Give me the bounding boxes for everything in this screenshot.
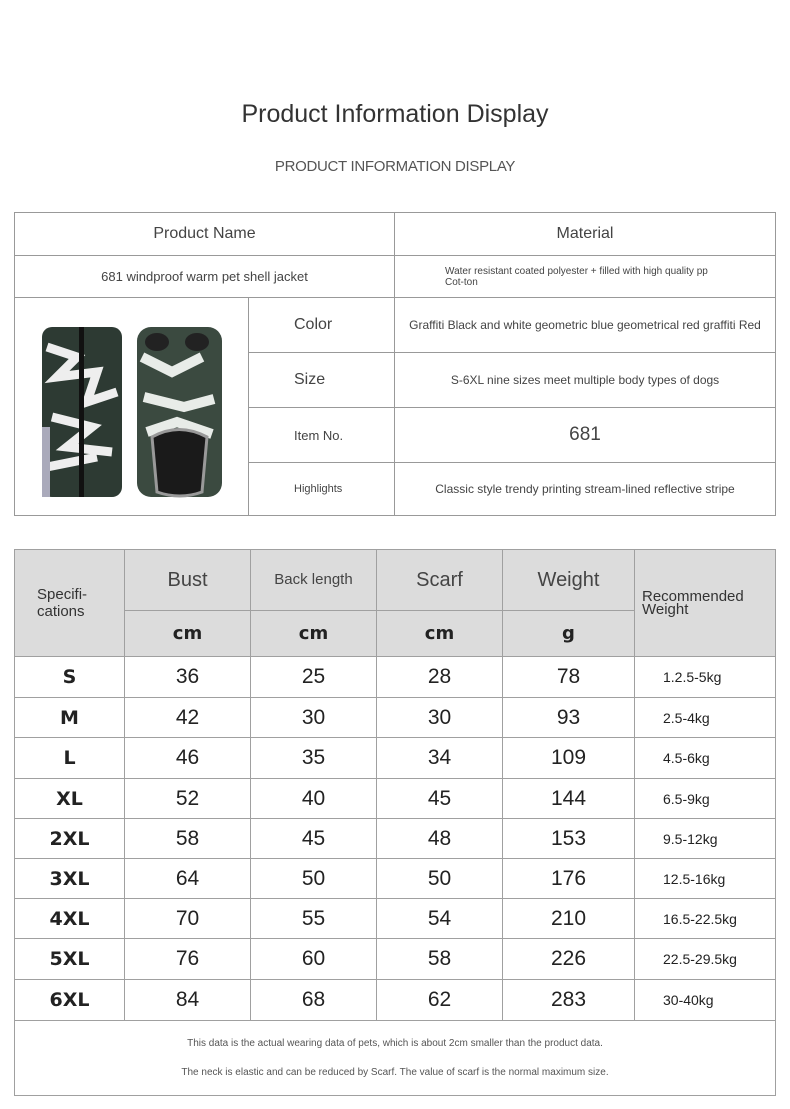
header-specifications: Specifi-cations [14,549,125,657]
note: This data is the actual wearing data of … [187,1038,603,1049]
table-cell: 45 [250,818,377,859]
table-cell: 34 [376,737,503,779]
table-cell: 30 [250,697,377,738]
header-col: Weight [502,549,635,611]
table-cell: 50 [250,858,377,899]
size-label: L [14,737,125,779]
product-name-header: Product Name [14,212,395,256]
table-cell: 22.5-29.5kg [634,938,776,980]
unit-cell: g [502,610,635,657]
table-cell: 40 [250,778,377,819]
table-cell: 42 [124,697,251,738]
table-cell: 4.5-6kg [634,737,776,779]
size-label: 4XL [14,898,125,939]
table-cell: 109 [502,737,635,779]
table-cell: 144 [502,778,635,819]
table-cell: 153 [502,818,635,859]
table-notes: This data is the actual wearing data of … [14,1020,776,1096]
size-label: 6XL [14,979,125,1021]
size-label: 5XL [14,938,125,980]
table-cell: 62 [376,979,503,1021]
product-image [14,297,249,516]
page-title: Product Information Display [241,100,549,128]
table-cell: 78 [502,656,635,698]
table-cell: 210 [502,898,635,939]
table-cell: 93 [502,697,635,738]
table-cell: 58 [376,938,503,980]
size-label: XL [14,778,125,819]
highlights-value: Classic style trendy printing stream-lin… [394,462,776,516]
unit-cell: cm [124,610,251,657]
table-cell: 84 [124,979,251,1021]
table-cell: 60 [250,938,377,980]
table-cell: 16.5-22.5kg [634,898,776,939]
table-cell: 283 [502,979,635,1021]
unit-cell: cm [376,610,503,657]
material-value: Water resistant coated polyester + fille… [394,255,776,298]
table-cell: 36 [124,656,251,698]
note: The neck is elastic and can be reduced b… [181,1067,609,1078]
size-label: 3XL [14,858,125,899]
table-cell: 25 [250,656,377,698]
color-value: Graffiti Black and white geometric blue … [394,297,776,353]
header-col: Scarf [376,549,503,611]
table-cell: 6.5-9kg [634,778,776,819]
item-no-value: 681 [394,407,776,463]
item-no-label: Item No. [248,407,395,463]
size-label: 2XL [14,818,125,859]
table-cell: 52 [124,778,251,819]
table-cell: 12.5-16kg [634,858,776,899]
header-col: Back length [250,549,377,611]
page-subtitle: PRODUCT INFORMATION DISPLAY [274,158,516,175]
table-cell: 176 [502,858,635,899]
table-cell: 58 [124,818,251,859]
table-cell: 70 [124,898,251,939]
table-cell: 28 [376,656,503,698]
table-cell: 64 [124,858,251,899]
size-label: M [14,697,125,738]
table-cell: 54 [376,898,503,939]
table-cell: 55 [250,898,377,939]
table-cell: 76 [124,938,251,980]
product-name-value: 681 windproof warm pet shell jacket [14,255,395,298]
header-recommended-weight: Recommended Weight [634,549,776,657]
size-label: S [14,656,125,698]
table-cell: 48 [376,818,503,859]
table-cell: 30-40kg [634,979,776,1021]
table-cell: 35 [250,737,377,779]
table-cell: 1.2.5-5kg [634,656,776,698]
table-cell: 226 [502,938,635,980]
table-cell: 2.5-4kg [634,697,776,738]
table-cell: 50 [376,858,503,899]
unit-cell: cm [250,610,377,657]
highlights-label: Highlights [248,462,395,516]
size-label: Size [248,352,395,408]
table-cell: 9.5-12kg [634,818,776,859]
table-cell: 68 [250,979,377,1021]
header-col: Bust [124,549,251,611]
table-cell: 30 [376,697,503,738]
material-header: Material [394,212,776,256]
jacket-image [41,326,222,497]
color-label: Color [248,297,395,353]
table-cell: 46 [124,737,251,779]
table-cell: 45 [376,778,503,819]
size-value: S-6XL nine sizes meet multiple body type… [394,352,776,408]
